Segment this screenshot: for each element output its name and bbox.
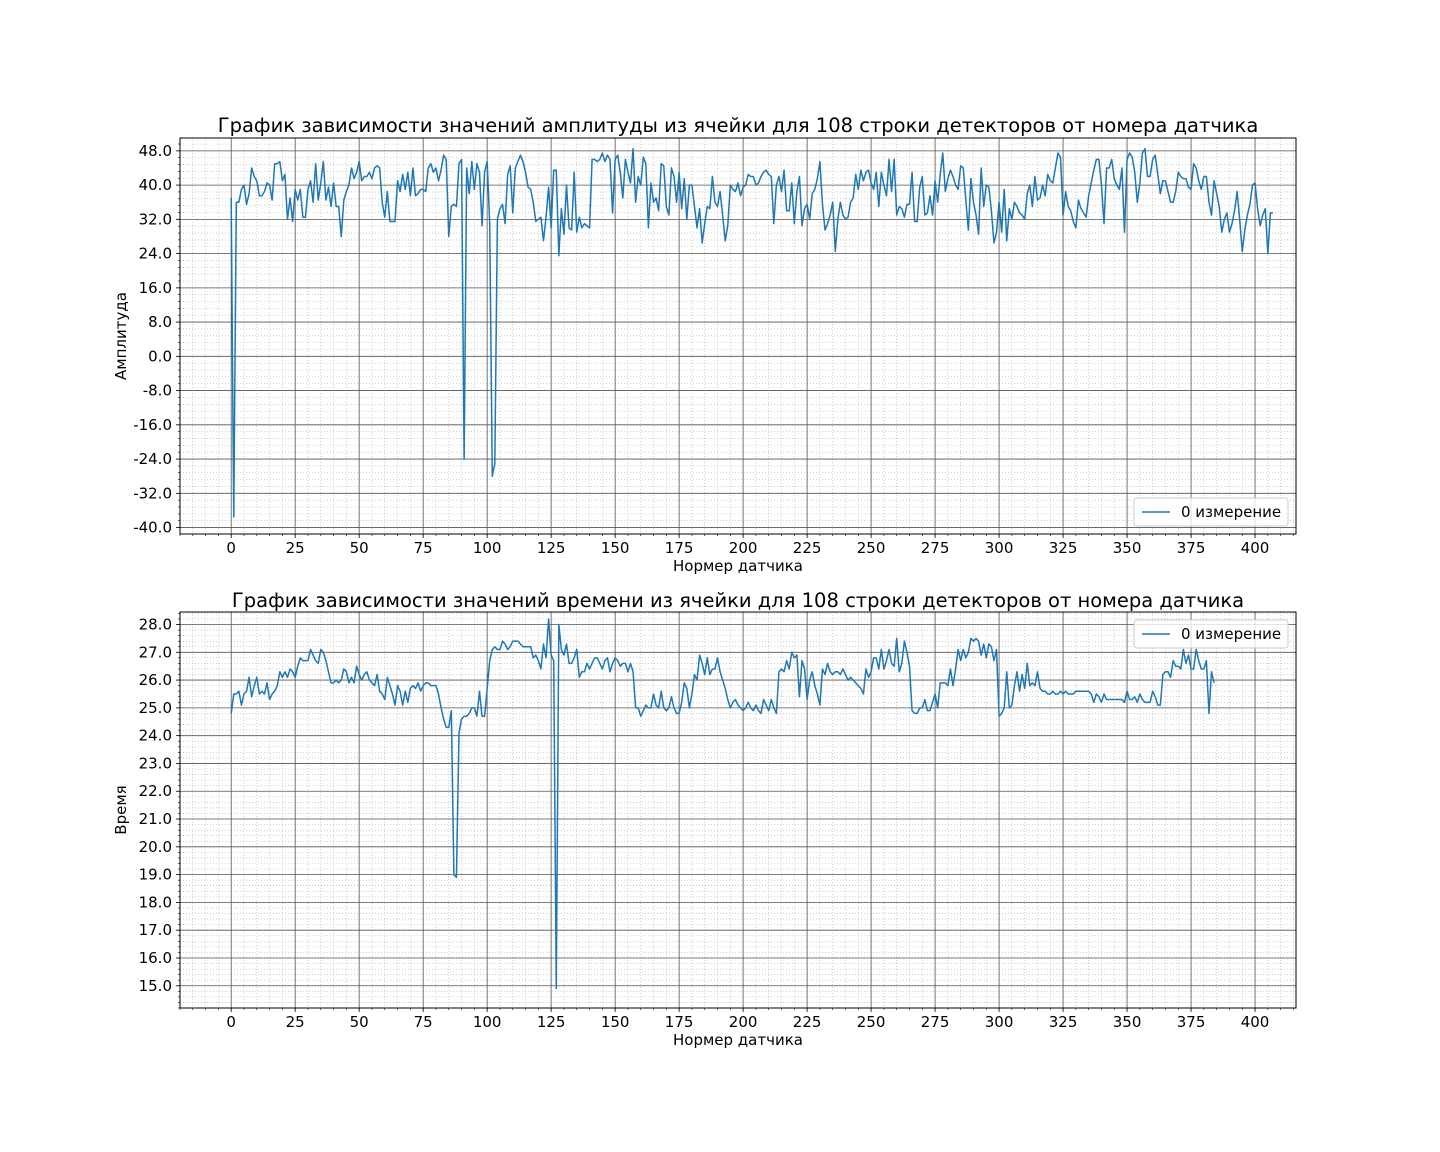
time-x-tick-label: 225 [793, 1013, 822, 1031]
time-ticks: 0 25 50 75 100 125 150 175 200 225 250 275 300 325 350… [139, 613, 1294, 1031]
amplitude-x-tick-label: 175 [665, 539, 694, 557]
time-y-tick-label: 23.0 [139, 754, 172, 772]
time-y-tick-label: 24.0 [139, 727, 172, 745]
time-y-tick-label: 15.0 [139, 977, 172, 995]
time-y-tick-label: 25.0 [139, 699, 172, 717]
amplitude-x-tick-label: 300 [985, 539, 1014, 557]
amplitude-x-tick-label: 125 [537, 539, 566, 557]
time-major-grid [180, 612, 1296, 1008]
amplitude-x-tick-label: 350 [1113, 539, 1142, 557]
amplitude-chart: 0 25 50 75 100 125 150 175 200 225 250 275 300 325 350… [112, 114, 1297, 575]
amplitude-x-tick-label: 150 [601, 539, 630, 557]
time-data-line [230, 618, 1215, 990]
amplitude-y-axis-label: Амплитуда [112, 292, 130, 380]
time-y-tick-label: 17.0 [139, 921, 172, 939]
time-y-tick-label: 19.0 [139, 866, 172, 884]
amplitude-y-tick-label: 40.0 [139, 176, 172, 194]
amplitude-y-tick-label: 24.0 [139, 245, 172, 263]
time-x-tick-label: 175 [665, 1013, 694, 1031]
time-y-tick-label: 26.0 [139, 671, 172, 689]
time-y-tick-label: 21.0 [139, 810, 172, 828]
amplitude-legend-label: 0 измерение [1181, 503, 1281, 521]
time-x-tick-label: 200 [729, 1013, 758, 1031]
amplitude-legend: 0 измерение [1133, 497, 1289, 527]
time-legend: 0 измерение [1133, 619, 1289, 649]
time-x-tick-label: 150 [601, 1013, 630, 1031]
amplitude-x-tick-label: 75 [414, 539, 433, 557]
time-x-tick-label: 25 [286, 1013, 305, 1031]
time-y-tick-label: 20.0 [139, 838, 172, 856]
time-y-tick-label: 16.0 [139, 949, 172, 967]
time-plot-frame [179, 611, 1297, 1009]
amplitude-y-tick-label: 8.0 [148, 313, 172, 331]
time-x-axis-label: Нормер датчика [673, 1031, 803, 1049]
time-x-tick-label: 300 [985, 1013, 1014, 1031]
amplitude-x-tick-label: 100 [473, 539, 502, 557]
amplitude-x-tick-label: 200 [729, 539, 758, 557]
amplitude-y-tick-label: -16.0 [133, 416, 172, 434]
amplitude-x-tick-label: 375 [1177, 539, 1206, 557]
amplitude-x-tick-label: 400 [1241, 539, 1270, 557]
time-series [230, 618, 1215, 990]
amplitude-x-tick-label: 50 [350, 539, 369, 557]
time-x-tick-label: 125 [537, 1013, 566, 1031]
time-x-tick-label: 50 [350, 1013, 369, 1031]
time-x-tick-label: 100 [473, 1013, 502, 1031]
amplitude-y-tick-label: 0.0 [148, 347, 172, 365]
time-y-tick-label: 18.0 [139, 893, 172, 911]
amplitude-x-tick-label: 325 [1049, 539, 1078, 557]
amplitude-y-tick-label: -40.0 [133, 519, 172, 537]
time-x-tick-label: 75 [414, 1013, 433, 1031]
time-legend-box [1133, 619, 1289, 649]
time-x-tick-label: 375 [1177, 1013, 1206, 1031]
amplitude-series [230, 147, 1273, 518]
time-x-tick-label: 400 [1241, 1013, 1270, 1031]
amplitude-y-tick-label: -32.0 [133, 484, 172, 502]
time-y-tick-label: 27.0 [139, 643, 172, 661]
amplitude-ticks: 0 25 50 75 100 125 150 175 200 225 250 275 300 325 350… [133, 142, 1294, 557]
time-y-tick-label: 28.0 [139, 616, 172, 634]
amplitude-major-grid [180, 138, 1296, 534]
amplitude-x-tick-label: 25 [286, 539, 305, 557]
amplitude-x-tick-label: 0 [226, 539, 236, 557]
amplitude-y-tick-label: -8.0 [143, 382, 172, 400]
amplitude-x-tick-label: 275 [921, 539, 950, 557]
time-y-tick-label: 22.0 [139, 782, 172, 800]
amplitude-y-tick-label: 48.0 [139, 142, 172, 160]
amplitude-chart-title: График зависимости значений амплитуды из… [218, 114, 1259, 137]
amplitude-x-tick-label: 250 [857, 539, 886, 557]
time-x-tick-label: 350 [1113, 1013, 1142, 1031]
time-y-axis-label: Время [112, 785, 130, 834]
time-x-tick-label: 325 [1049, 1013, 1078, 1031]
amplitude-y-tick-label: -24.0 [133, 450, 172, 468]
time-x-tick-label: 0 [226, 1013, 236, 1031]
time-x-tick-label: 250 [857, 1013, 886, 1031]
amplitude-legend-box [1133, 497, 1289, 527]
amplitude-y-tick-label: 32.0 [139, 210, 172, 228]
amplitude-data-line [230, 147, 1273, 518]
time-legend-label: 0 измерение [1181, 625, 1281, 643]
amplitude-y-tick-label: 16.0 [139, 279, 172, 297]
amplitude-x-tick-label: 225 [793, 539, 822, 557]
amplitude-x-axis-label: Нормер датчика [673, 557, 803, 575]
time-x-tick-label: 275 [921, 1013, 950, 1031]
time-chart: 0 25 50 75 100 125 150 175 200 225 250 275 300 325 350… [112, 589, 1297, 1049]
time-chart-title: График зависимости значений времени из я… [232, 589, 1244, 612]
